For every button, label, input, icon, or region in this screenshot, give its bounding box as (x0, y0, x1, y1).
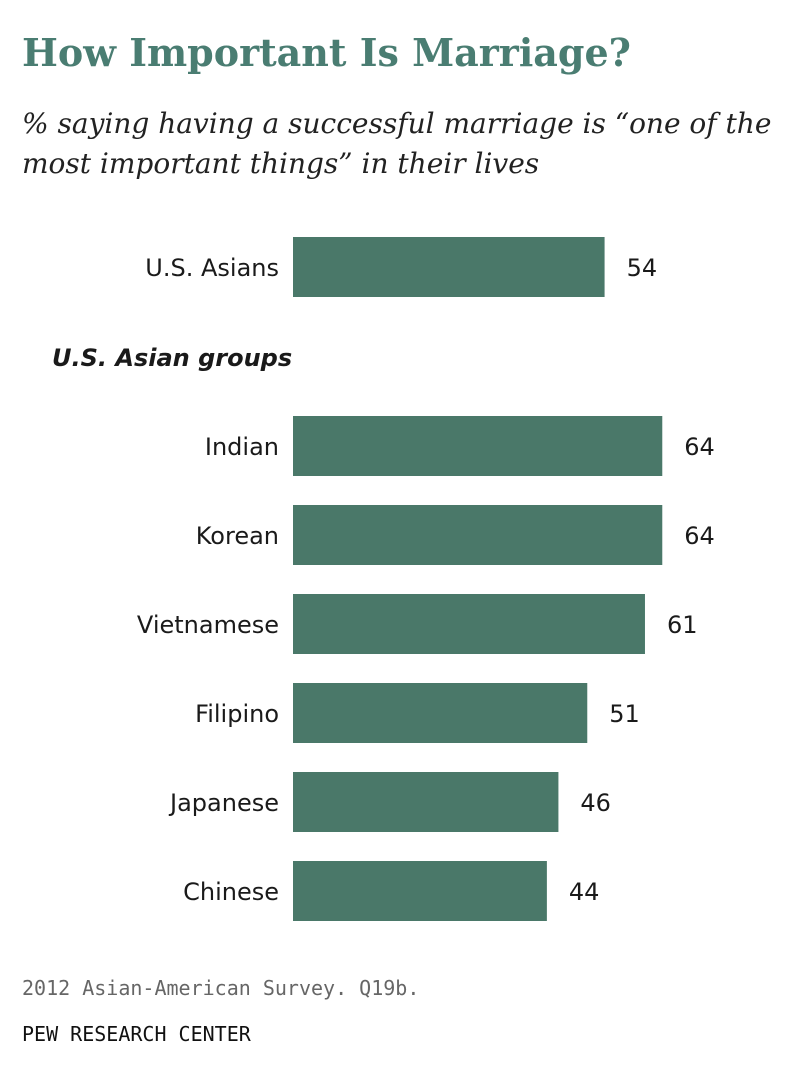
category-label-u-s-asians: U.S. Asians (145, 254, 279, 282)
value-label-filipino: 51 (609, 700, 640, 728)
bar-chart: U.S. Asians 54 Indian 64 Korean 64 Vietnamese 6… (137, 237, 715, 921)
bar-indian (293, 416, 663, 476)
bar-korean (293, 505, 663, 565)
category-label-korean: Korean (196, 522, 279, 550)
category-label-vietnamese: Vietnamese (137, 611, 279, 639)
category-label-chinese: Chinese (183, 878, 279, 906)
value-label-korean: 64 (684, 522, 715, 550)
bar-u-s-asians (293, 237, 605, 297)
org-credit: PEW RESEARCH CENTER (22, 1022, 251, 1046)
value-label-u-s-asians: 54 (627, 254, 658, 282)
chart-title: How Important Is Marriage? (22, 30, 631, 75)
bar-japanese (293, 772, 559, 832)
group-heading: U.S. Asian groups (52, 344, 293, 372)
chart-subtitle: % saying having a successful marriage is… (22, 107, 772, 180)
bar-vietnamese (293, 594, 645, 654)
category-label-filipino: Filipino (195, 700, 279, 728)
value-label-indian: 64 (684, 433, 715, 461)
value-label-japanese: 46 (580, 789, 611, 817)
bar-filipino (293, 683, 588, 743)
category-label-indian: Indian (205, 433, 279, 461)
source-note: 2012 Asian-American Survey. Q19b. (22, 976, 420, 1000)
value-label-vietnamese: 61 (667, 611, 698, 639)
bar-chinese (293, 861, 547, 921)
value-label-chinese: 44 (569, 878, 600, 906)
category-label-japanese: Japanese (168, 789, 279, 817)
